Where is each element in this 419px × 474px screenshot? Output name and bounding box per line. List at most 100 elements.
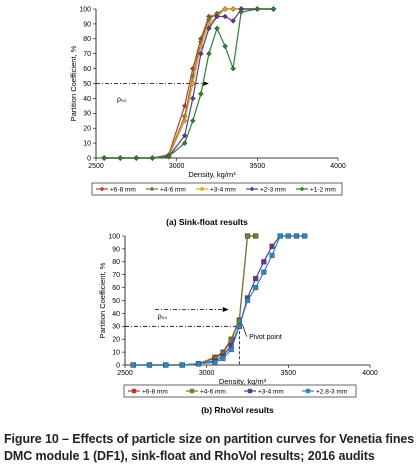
legend-swatch-marker [199, 186, 205, 192]
y-tick-label: 70 [112, 272, 120, 279]
y-tick-label: 20 [112, 337, 120, 344]
data-point [222, 6, 228, 12]
rho50-arrowhead [222, 307, 229, 313]
data-point [179, 362, 185, 368]
x-tick-label: 3500 [250, 163, 266, 170]
x-tick-label: 4000 [362, 370, 378, 377]
data-point [163, 362, 169, 368]
legend-swatch-marker [189, 388, 195, 394]
rho50-label: ρ₅₀ [117, 96, 127, 103]
series-line [133, 235, 256, 366]
chart-subtitle: (b) RhoVol results [201, 405, 274, 415]
x-tick-label: 2500 [117, 370, 133, 377]
data-point [277, 233, 283, 239]
data-point [189, 80, 196, 87]
data-point [238, 9, 245, 15]
data-point [230, 18, 236, 24]
data-point [228, 346, 234, 353]
data-point [165, 153, 172, 160]
legend-swatch-marker [149, 186, 155, 192]
data-point [181, 132, 188, 139]
x-tick-label: 2500 [88, 163, 104, 170]
data-point [270, 6, 277, 12]
data-point [206, 25, 212, 32]
data-point [230, 65, 236, 72]
legend-swatch-marker [299, 186, 305, 192]
pivot-label: Pivot point [249, 334, 282, 341]
y-tick-label: 40 [112, 311, 120, 318]
data-point [293, 233, 300, 239]
x-tick-label: 3000 [199, 370, 215, 377]
x-tick-label: 3500 [281, 370, 297, 377]
data-point [261, 259, 267, 265]
x-tick-label: 3000 [169, 163, 185, 170]
y-tick-label: 100 [79, 6, 91, 13]
y-tick-label: 90 [112, 246, 120, 253]
legend-label: +2-3 mm [260, 186, 286, 193]
data-point [181, 140, 188, 146]
data-point [253, 233, 259, 239]
data-point [198, 91, 204, 97]
legend-label: +4-6 mm [160, 186, 186, 193]
data-point [198, 50, 204, 57]
caption-line-1: Figure 10 – Effects of particle size on … [4, 432, 415, 446]
y-axis-label: Partition Coefficient, % [98, 262, 107, 338]
legend-box [91, 182, 343, 196]
data-point [269, 243, 275, 249]
data-point [222, 43, 228, 50]
y-tick-label: 50 [83, 81, 91, 88]
legend-swatch-marker [99, 186, 105, 192]
legend-swatch-marker [249, 186, 255, 192]
data-point [214, 25, 220, 32]
y-tick-label: 10 [83, 141, 91, 148]
y-tick-label: 70 [83, 51, 91, 58]
data-point [189, 117, 196, 124]
data-point [149, 155, 156, 161]
data-point [261, 269, 267, 275]
y-tick-label: 100 [108, 233, 120, 240]
y-tick-label: 0 [87, 155, 91, 162]
data-point [181, 117, 188, 124]
data-point [198, 43, 204, 50]
pivot-pointer [242, 324, 248, 337]
series--3-4-mm [130, 233, 308, 368]
data-point [269, 252, 275, 258]
legend-box [123, 384, 357, 398]
legend-label: +4-6 mm [200, 388, 226, 395]
data-point [101, 155, 107, 161]
rho50-label: ρ₅₀ [158, 314, 168, 321]
series-line [133, 235, 305, 366]
series--2-8-3-mm [130, 233, 308, 368]
y-tick-label: 20 [83, 126, 91, 133]
x-axis-label: Density, kg/m³ [219, 377, 267, 386]
legend-label: +3-4 mm [210, 186, 236, 193]
legend-swatch-marker [131, 388, 137, 394]
y-tick-label: 10 [112, 350, 120, 357]
data-point [285, 233, 291, 239]
y-tick-label: 50 [112, 298, 120, 305]
figure-caption: Figure 10 – Effects of particle size on … [4, 431, 416, 465]
y-tick-label: 80 [83, 36, 91, 43]
y-tick-label: 40 [83, 96, 91, 103]
caption-line-2: DMC module 1 (DF1), sink-float and RhoVo… [4, 449, 375, 463]
legend-label: +3-4 mm [258, 388, 284, 395]
series-line [133, 235, 256, 366]
legend-label: +6-8 mm [110, 186, 136, 193]
data-point [133, 155, 140, 161]
data-point [244, 297, 251, 304]
legend-swatch-marker [305, 388, 311, 394]
data-point [236, 318, 242, 324]
data-point [253, 285, 259, 291]
data-point [254, 6, 261, 12]
data-point [206, 50, 212, 57]
chart-sink-float: 0 10 20 30 40 50 60 70 80 90 100 2500 3000 3500 4000 De… [69, 6, 346, 227]
data-point [244, 233, 251, 239]
data-point [222, 13, 228, 20]
data-point [130, 362, 136, 368]
legend-label: +1-2 mm [310, 186, 336, 193]
legend-label: +6-8 mm [142, 388, 168, 395]
data-point [230, 6, 236, 12]
y-tick-label: 0 [116, 362, 120, 369]
